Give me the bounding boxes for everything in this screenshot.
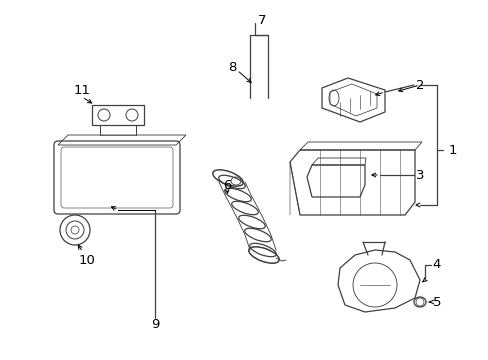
Text: 9: 9 — [150, 319, 159, 332]
Text: 3: 3 — [415, 168, 424, 181]
Text: 5: 5 — [432, 296, 440, 309]
Text: 6: 6 — [223, 179, 231, 192]
Text: 7: 7 — [257, 14, 265, 27]
Text: 1: 1 — [448, 144, 456, 157]
Text: 11: 11 — [73, 84, 90, 96]
Text: 8: 8 — [227, 60, 236, 73]
Text: 4: 4 — [432, 258, 440, 271]
Text: 2: 2 — [415, 78, 424, 91]
Text: 10: 10 — [79, 253, 95, 266]
